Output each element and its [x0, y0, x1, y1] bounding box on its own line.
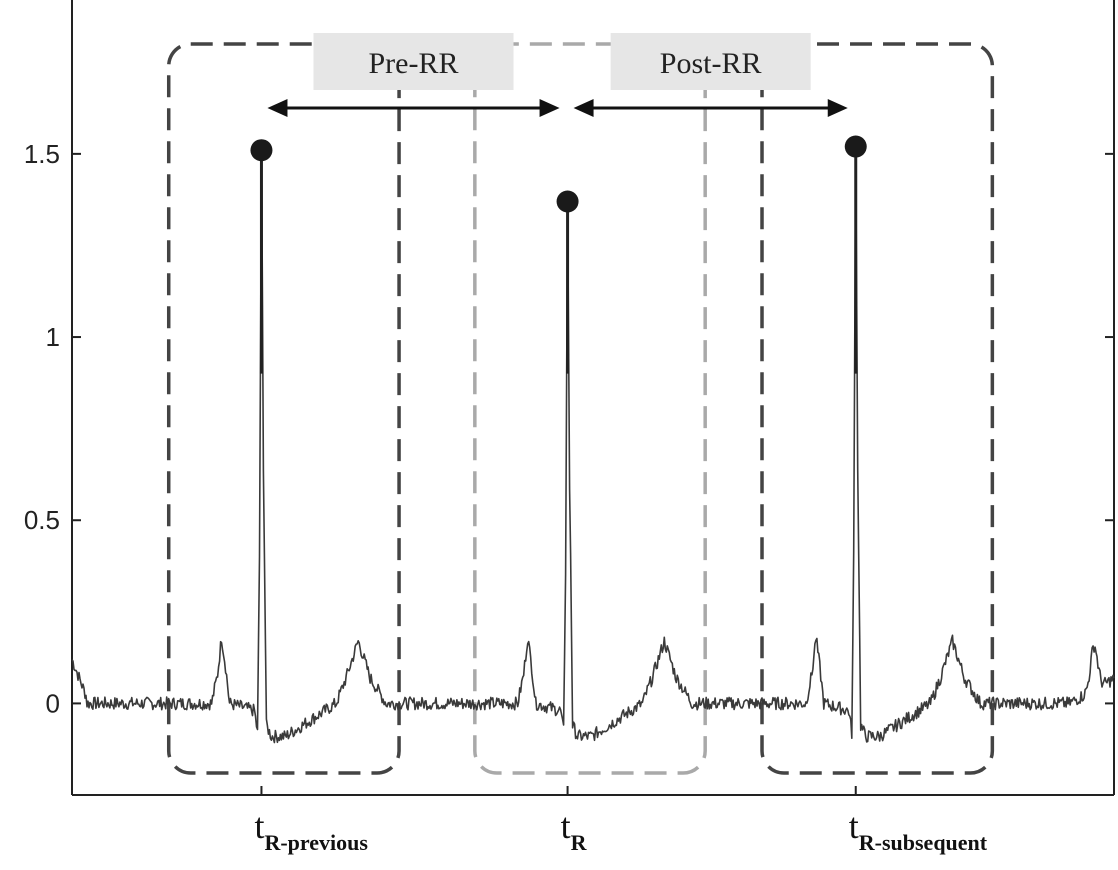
beat-windows — [166, 42, 995, 775]
x-tick-label-current: tR — [561, 806, 588, 855]
window-previous-beat — [166, 42, 401, 775]
interval-arrowhead-left-1 — [573, 99, 594, 117]
r-peak-marker-current — [556, 190, 579, 213]
r-peak-marker-previous — [250, 139, 273, 162]
x-tick-label-previous: tR-previous — [254, 806, 368, 855]
window-current-beat — [473, 42, 707, 775]
interval-label-1: Post-RR — [660, 47, 762, 80]
interval-label-box-1 — [610, 33, 811, 90]
window-subsequent-beat — [760, 42, 995, 775]
y-tick-label-0: 0 — [46, 688, 60, 718]
r-peak-marker-subsequent — [844, 135, 867, 158]
plot-axes: 0 0.5 1 1.5 tR-previous tR tR-subsequent — [24, 0, 1115, 855]
x-tick-label-subsequent: tR-subsequent — [849, 806, 988, 855]
y-tick-label-1: 0.5 — [24, 505, 60, 535]
interval-label-box-0 — [313, 33, 514, 90]
y-tick-label-3: 1.5 — [24, 139, 60, 169]
y-tick-label-2: 1 — [46, 322, 60, 352]
ecg-trace — [71, 144, 1115, 744]
interval-label-0: Pre-RR — [369, 47, 459, 80]
interval-arrowhead-left-0 — [267, 99, 288, 117]
interval-arrowhead-right-0 — [539, 99, 560, 117]
interval-arrowhead-right-1 — [827, 99, 848, 117]
ecg-signal — [71, 144, 1115, 744]
r-peak-markers — [250, 135, 867, 374]
interval-annotations: Pre-RR Post-RR — [267, 33, 848, 117]
